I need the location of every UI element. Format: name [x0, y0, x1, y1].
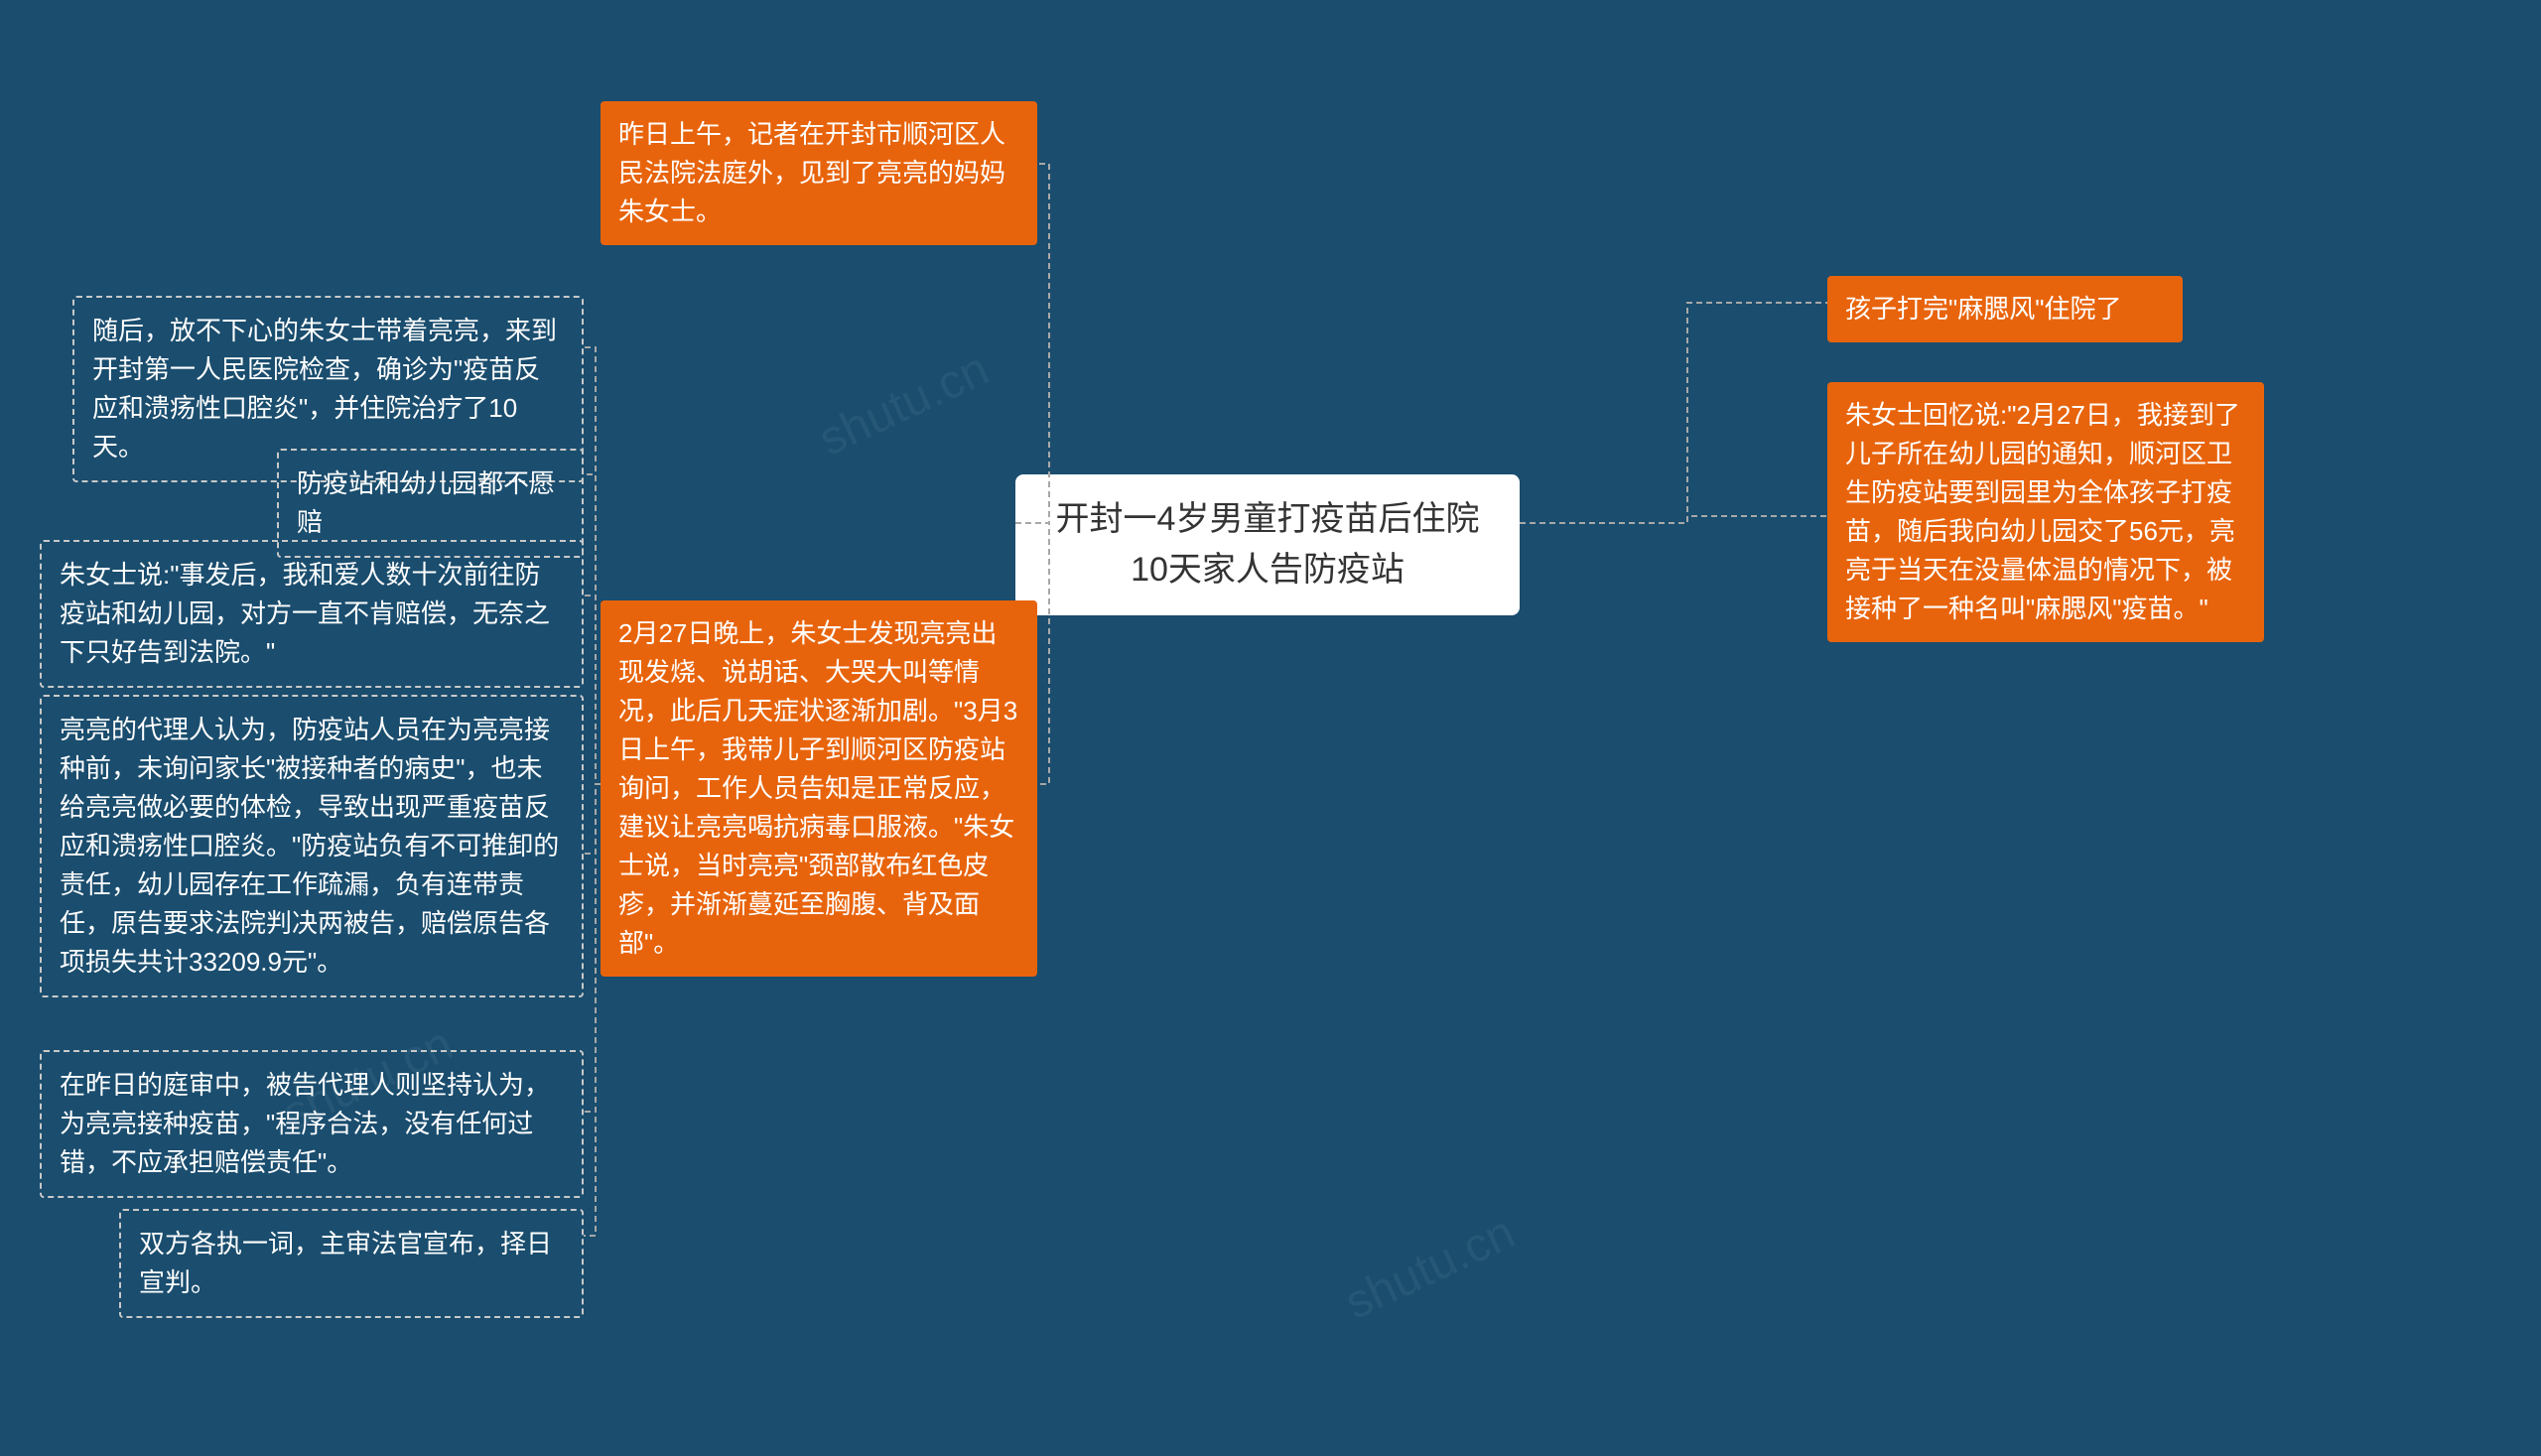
mindmap-node-right-2: 朱女士回忆说:"2月27日，我接到了儿子所在幼儿园的通知，顺河区卫生防疫站要到园…	[1827, 382, 2264, 642]
mindmap-node-left-2: 2月27日晚上，朱女士发现亮亮出现发烧、说胡话、大哭大叫等情况，此后几天症状逐渐…	[601, 600, 1037, 977]
watermark: shutu.cn	[1337, 1205, 1524, 1331]
mindmap-node-dashed-3: 朱女士说:"事发后，我和爱人数十次前往防疫站和幼儿园，对方一直不肯赔偿，无奈之下…	[40, 540, 584, 688]
mindmap-node-dashed-4: 亮亮的代理人认为，防疫站人员在为亮亮接种前，未询问家长"被接种者的病史"，也未给…	[40, 695, 584, 997]
mindmap-node-right-1: 孩子打完"麻腮风"住院了	[1827, 276, 2183, 342]
mindmap-center-node: 开封一4岁男童打疫苗后住院10天家人告防疫站	[1015, 474, 1520, 615]
mindmap-node-dashed-5: 在昨日的庭审中，被告代理人则坚持认为，为亮亮接种疫苗，"程序合法，没有任何过错，…	[40, 1050, 584, 1198]
mindmap-node-dashed-6: 双方各执一词，主审法官宣布，择日宣判。	[119, 1209, 584, 1318]
mindmap-node-left-1: 昨日上午，记者在开封市顺河区人民法院法庭外，见到了亮亮的妈妈朱女士。	[601, 101, 1037, 245]
watermark: shutu.cn	[811, 341, 998, 467]
